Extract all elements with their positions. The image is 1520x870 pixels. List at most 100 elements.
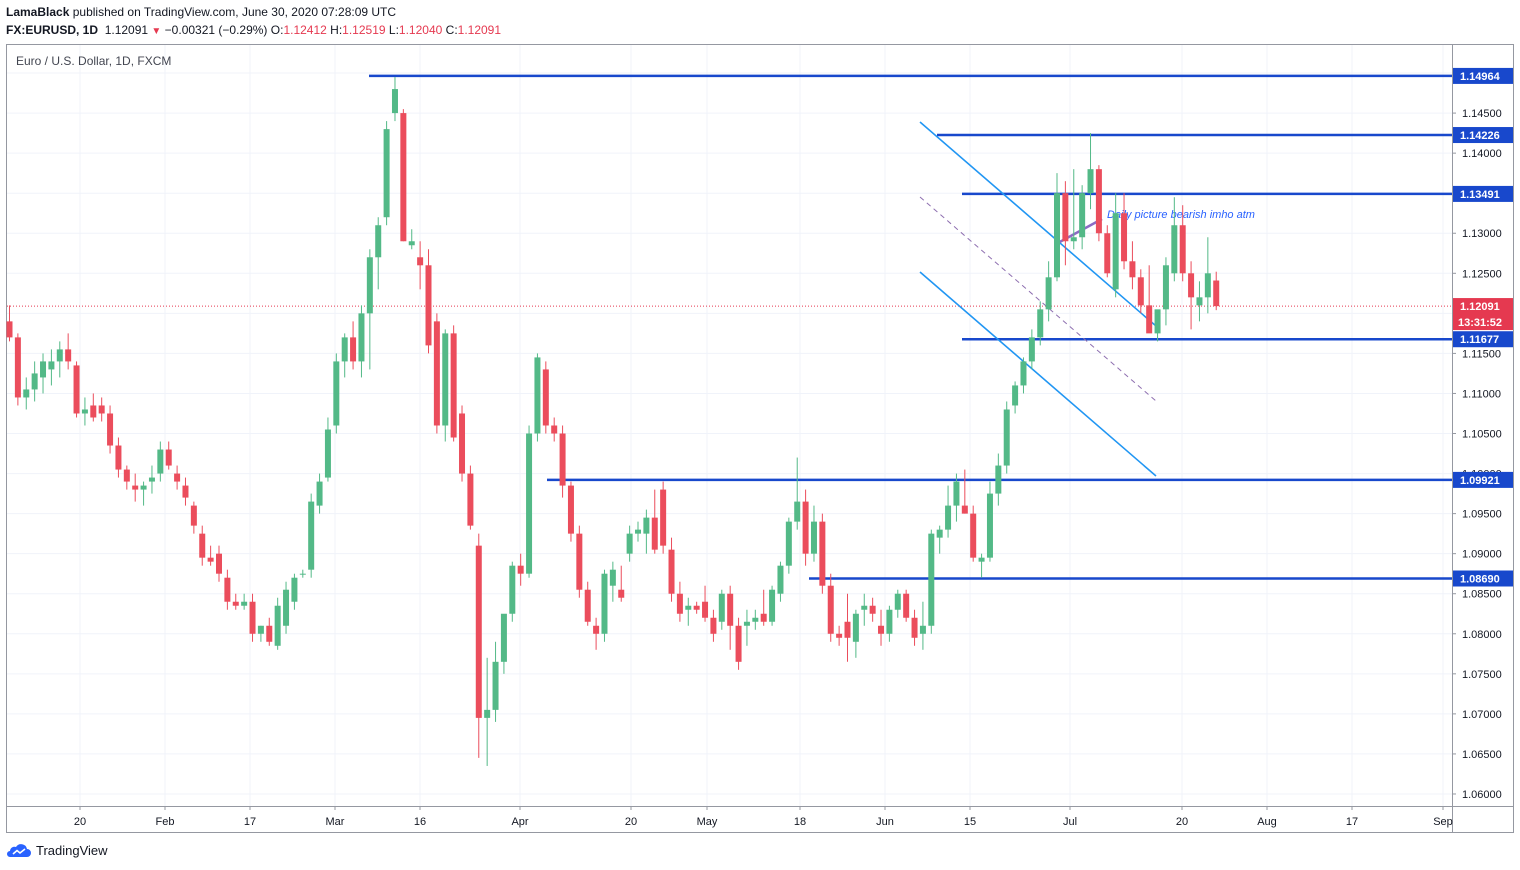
candle-body xyxy=(911,617,918,638)
candle-body xyxy=(1154,309,1161,334)
grid xyxy=(7,45,1452,806)
candle-body xyxy=(1162,265,1169,310)
candle-body xyxy=(23,389,30,398)
candle-body xyxy=(635,529,641,534)
candle-body xyxy=(928,533,935,626)
candle-body xyxy=(844,621,851,638)
candle-body xyxy=(702,601,709,618)
low-label: L: xyxy=(388,23,399,37)
candle-body xyxy=(1045,277,1052,310)
down-arrow-icon: ▼ xyxy=(151,26,162,37)
candle-body xyxy=(417,257,424,266)
candle-body xyxy=(1037,309,1044,338)
candle-body xyxy=(760,613,767,622)
candle-body xyxy=(207,557,214,562)
candle-body xyxy=(593,625,600,634)
channel-lower-line xyxy=(919,271,1157,477)
candle-body xyxy=(794,501,801,522)
candle-body xyxy=(727,593,734,626)
tradingview-logo[interactable]: TradingView xyxy=(6,843,108,858)
candle-body xyxy=(475,545,482,718)
level-price-label: 1.09921 xyxy=(1460,475,1500,487)
level-price-tag xyxy=(1453,471,1513,488)
candle-body xyxy=(182,485,189,498)
candle-body xyxy=(668,549,675,594)
level-price-label: 1.14226 xyxy=(1460,130,1500,142)
candle-body xyxy=(1146,305,1153,334)
candle-body xyxy=(584,589,591,622)
time-tick-label: Aug xyxy=(1257,816,1277,828)
candle-body xyxy=(56,349,63,362)
candle-body xyxy=(283,589,290,626)
candle-body xyxy=(500,613,507,662)
candle-body xyxy=(827,585,834,634)
channel-upper-line xyxy=(919,121,1157,327)
candle-body xyxy=(1171,225,1178,274)
candle-body xyxy=(601,573,608,634)
candle-body xyxy=(442,333,449,426)
brand-name: TradingView xyxy=(36,843,108,858)
candle-body xyxy=(400,113,407,242)
annotation-text: Daily picture bearish imho atm xyxy=(1107,209,1255,221)
candle-body xyxy=(81,409,88,414)
candle-body xyxy=(316,481,323,506)
candle-body xyxy=(534,357,541,434)
candle-body xyxy=(903,593,910,618)
candle-body xyxy=(836,633,843,638)
candle-body xyxy=(1121,213,1128,262)
candle-body xyxy=(1213,280,1220,307)
last-price-label: 1.12091 xyxy=(1460,301,1500,313)
candle-body xyxy=(148,477,155,482)
bar-countdown-label: 13:31:52 xyxy=(1458,317,1502,329)
candle-body xyxy=(107,413,114,446)
candle-body xyxy=(743,621,750,626)
price-tick-label: 1.09000 xyxy=(1462,549,1502,561)
candles xyxy=(6,77,1220,766)
time-tick-label: Apr xyxy=(511,816,528,828)
candle-body xyxy=(216,553,222,574)
price-tick-label: 1.08500 xyxy=(1462,589,1502,601)
symbol-line: FX:EURUSD, 1D 1.12091 ▼ −0.00321 (−0.29%… xyxy=(6,23,501,37)
candle-body xyxy=(777,565,784,594)
candle-body xyxy=(986,493,993,558)
candle-body xyxy=(852,613,859,642)
candle-body xyxy=(1020,361,1027,386)
price-tick-label: 1.07000 xyxy=(1462,709,1502,721)
high-value: 1.12519 xyxy=(342,23,386,37)
drawings: Daily picture bearish imho atm xyxy=(7,74,1452,580)
candle-body xyxy=(559,433,566,486)
candle-body xyxy=(567,485,574,534)
price-tick-label: 1.14000 xyxy=(1462,148,1502,160)
time-tick-label: Jun xyxy=(876,816,894,828)
candle-body xyxy=(970,513,977,558)
candle-body xyxy=(40,361,47,378)
candle-body xyxy=(936,529,943,538)
candle-body xyxy=(341,337,348,362)
candle-body xyxy=(1070,237,1077,242)
candle-body xyxy=(626,533,633,554)
candle-body xyxy=(90,405,97,418)
candle-body xyxy=(199,533,206,558)
candle-body xyxy=(1196,297,1203,306)
last-price-tag xyxy=(1453,298,1513,331)
price-tick-label: 1.12500 xyxy=(1462,268,1502,280)
time-tick-label: May xyxy=(697,816,718,828)
time-tick-label: 20 xyxy=(625,816,637,828)
candle-body xyxy=(1003,409,1010,466)
author-name[interactable]: LamaBlack xyxy=(6,5,70,19)
candle-body xyxy=(819,521,826,586)
candle-body xyxy=(31,373,38,390)
time-tick-label: 16 xyxy=(414,816,426,828)
candle-body xyxy=(383,129,390,218)
candle-body xyxy=(73,365,80,414)
candle-body xyxy=(517,565,524,574)
candle-body xyxy=(1095,169,1102,234)
level-price-label: 1.11677 xyxy=(1460,334,1499,346)
candle-body xyxy=(1012,385,1019,406)
price-axis: 1.150001.145001.140001.135001.130001.125… xyxy=(1452,68,1502,801)
candle-body xyxy=(123,469,130,482)
close-label: C: xyxy=(445,23,458,37)
candle-body xyxy=(810,521,817,554)
time-tick-label: Sep xyxy=(1433,816,1453,828)
